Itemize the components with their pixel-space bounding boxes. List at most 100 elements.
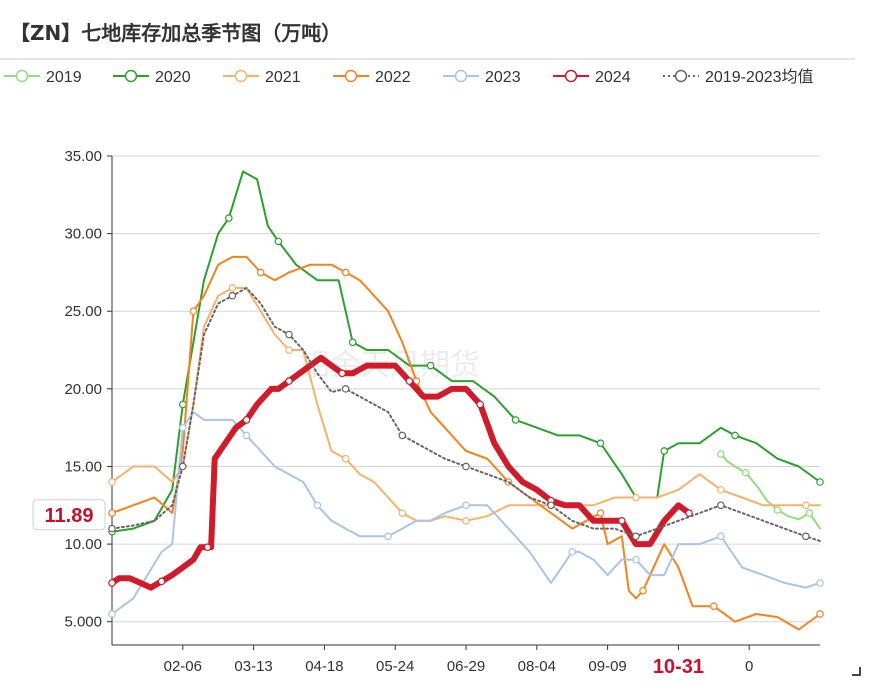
series-point <box>632 532 640 541</box>
x-tick-label: 08-04 <box>518 658 556 675</box>
legend-marker <box>234 69 248 83</box>
x-tick-label: 02-06 <box>164 658 202 675</box>
series-point <box>462 501 470 510</box>
series-point <box>398 509 407 517</box>
series-point <box>596 509 605 517</box>
series-line <box>111 287 821 522</box>
series-point <box>285 330 293 339</box>
x-tick-label: 06-29 <box>447 658 485 675</box>
series-point <box>225 214 233 222</box>
series-point <box>242 416 251 424</box>
series-point <box>341 385 350 393</box>
resize-handle-icon[interactable] <box>852 667 861 676</box>
series-point <box>462 462 470 471</box>
series-point <box>805 509 814 517</box>
legend-item[interactable]: 2021 <box>223 69 301 86</box>
series-point <box>717 501 725 510</box>
series-point <box>285 377 293 385</box>
series-point <box>816 579 824 587</box>
series-point <box>179 423 187 432</box>
series-point <box>285 346 293 354</box>
series-point <box>189 307 198 316</box>
series-point <box>802 501 810 510</box>
series-point <box>405 377 414 385</box>
legend-label: 2023 <box>485 69 521 86</box>
series-point <box>108 478 116 486</box>
series-point <box>731 431 739 440</box>
series-point <box>685 509 693 517</box>
x-pointer-value: 10-31 <box>653 656 704 678</box>
series-point <box>203 543 212 552</box>
legend-item[interactable]: 2019-2023均值 <box>663 68 814 86</box>
legend-item[interactable]: 2024 <box>553 69 631 86</box>
series-point <box>179 400 187 409</box>
series-layer <box>108 170 824 631</box>
series-point <box>348 338 357 347</box>
series-point <box>398 431 407 440</box>
series-point <box>157 577 166 586</box>
series-point <box>384 532 392 541</box>
chart-title: 【ZN】七地库存加总季节图（万吨） <box>10 21 341 45</box>
series-point <box>596 439 605 447</box>
legend-marker <box>344 69 358 83</box>
legend: 2019 2020 2021 2022 2023 2024 2019-2023均值 <box>4 68 814 86</box>
series-point <box>462 517 470 525</box>
series-point <box>341 268 350 277</box>
series-point <box>242 431 251 440</box>
series-point <box>802 532 810 541</box>
series-point <box>313 501 322 510</box>
y-tick-label: 10.00 <box>64 536 102 553</box>
legend-item[interactable]: 2022 <box>333 69 411 86</box>
series-point <box>816 610 824 618</box>
series-point <box>632 555 640 564</box>
x-pointer-box <box>641 650 715 680</box>
x-tick-label: 09-09 <box>588 658 626 675</box>
series-point <box>741 468 750 477</box>
y-tick-label: 15.00 <box>64 458 102 475</box>
series-2020 <box>108 170 824 536</box>
legend-label: 2021 <box>265 69 301 86</box>
series-line <box>719 453 821 530</box>
series-point <box>717 532 725 541</box>
series-2019-2023均值 <box>108 287 821 542</box>
series-point <box>639 586 647 595</box>
series-point <box>338 369 346 378</box>
series-point <box>228 291 237 300</box>
series-point <box>816 478 824 486</box>
x-axis-pointer-label: 10-31 <box>641 650 715 680</box>
series-line <box>111 255 821 631</box>
axes: 5.000 10.00 15.00 20.00 25.00 30.00 35.00 02-06… <box>64 148 820 675</box>
x-tick-label: 0 <box>745 658 753 675</box>
series-point <box>426 361 435 370</box>
x-tick-label: 03-13 <box>234 658 272 675</box>
legend-marker <box>454 69 468 83</box>
legend-label: 2019-2023均值 <box>705 68 814 86</box>
y-tick-label: 20.00 <box>64 381 102 398</box>
series-point <box>341 454 350 463</box>
series-line <box>111 411 821 615</box>
series-point <box>108 509 116 517</box>
series-point <box>568 548 577 556</box>
series-point <box>179 462 187 471</box>
legend-item[interactable]: 2020 <box>113 69 191 86</box>
x-tick-label: 05-24 <box>376 658 414 675</box>
series-point <box>632 493 640 502</box>
series-2022 <box>108 255 824 631</box>
legend-marker <box>564 69 578 83</box>
highlight-layer: 11.89 10-31 <box>32 499 715 680</box>
series-point <box>511 416 520 424</box>
legend-marker <box>674 69 688 83</box>
legend-item[interactable]: 2023 <box>443 69 521 86</box>
legend-label: 2019 <box>46 69 82 86</box>
legend-marker <box>124 69 138 83</box>
legend-label: 2022 <box>375 69 411 86</box>
series-point <box>773 506 782 514</box>
y-tick-label: 5.000 <box>64 614 102 631</box>
series-2024 <box>108 354 693 591</box>
legend-item[interactable]: 2019 <box>4 69 82 86</box>
series-point <box>108 579 116 587</box>
legend-marker <box>15 69 29 83</box>
series-point <box>108 610 116 618</box>
